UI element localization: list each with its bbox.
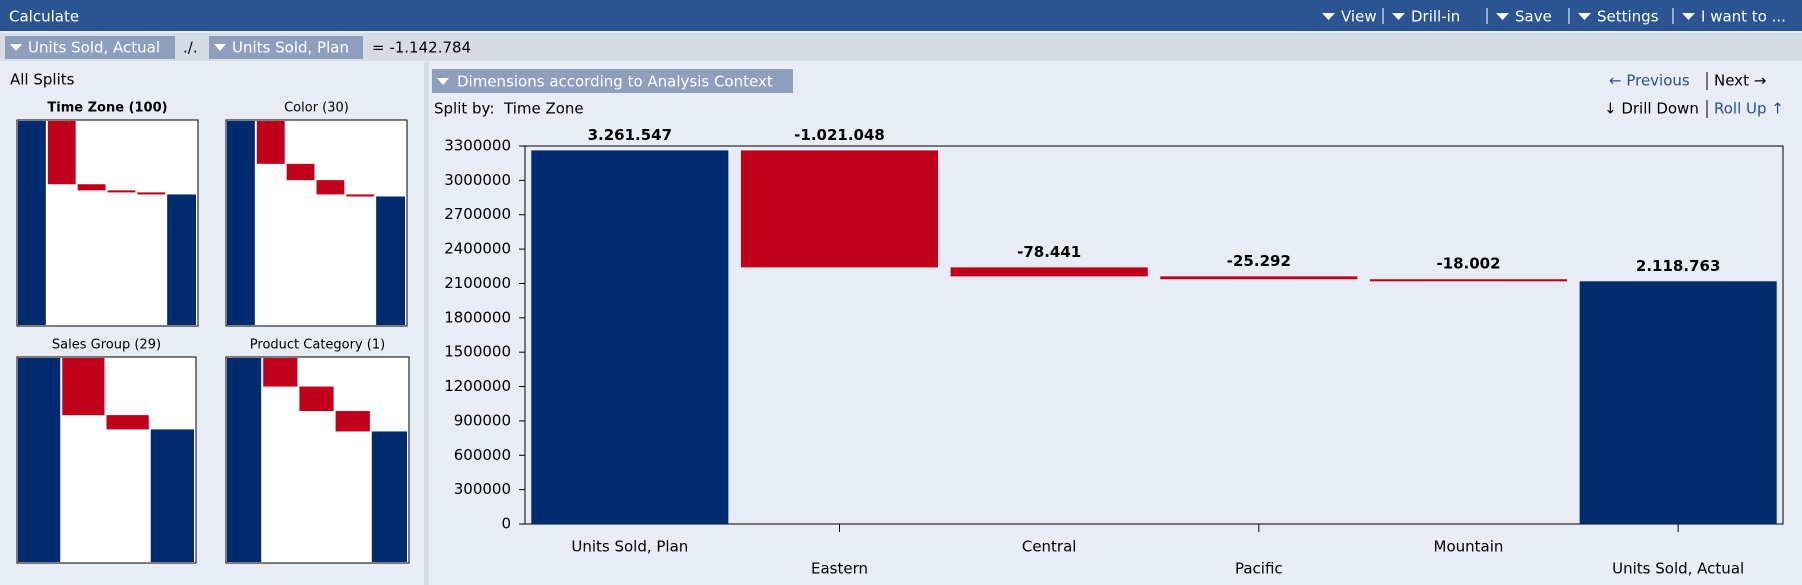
- thumbnail-bar: [77, 184, 106, 191]
- thumbnail-bar: [18, 358, 61, 562]
- thumbnail-bar: [18, 121, 46, 325]
- thumbnail-title[interactable]: Product Category (1): [250, 338, 385, 353]
- split-value: Time Zone: [503, 100, 584, 118]
- menu-item[interactable]: Drill-in: [1411, 8, 1460, 26]
- y-tick-label: 3300000: [444, 137, 511, 155]
- formula-result: = -1.142.784: [372, 39, 471, 57]
- thumbnail-bar: [227, 121, 255, 325]
- y-tick-label: 2100000: [444, 274, 511, 292]
- y-tick-label: 300000: [454, 480, 511, 498]
- x-tick-label: Units Sold, Actual: [1612, 560, 1744, 578]
- value-label: -1.021.048: [794, 126, 885, 144]
- value-label: -25.292: [1227, 252, 1291, 270]
- dropdown-arrow: [1496, 13, 1509, 20]
- thumbnail-bar: [107, 190, 136, 193]
- y-tick-label: 1500000: [444, 343, 511, 361]
- drill-down-link[interactable]: ↓ Drill Down: [1604, 100, 1699, 118]
- y-tick-label: 2400000: [444, 240, 511, 258]
- thumbnail-title[interactable]: Time Zone (100): [47, 101, 167, 116]
- thumbnail-bar: [137, 192, 166, 195]
- thumbnail-bar: [346, 194, 375, 197]
- thumbnail-title[interactable]: Color (30): [284, 101, 349, 116]
- measure-right[interactable]: Units Sold, Plan: [232, 39, 349, 57]
- thumbnail-bar: [316, 180, 345, 195]
- thumbnail-bar: [106, 415, 149, 430]
- thumbnail-bar: [256, 121, 285, 164]
- x-tick-label: Eastern: [811, 560, 868, 578]
- measure-button[interactable]: [5, 36, 175, 59]
- y-tick-label: 3000000: [444, 171, 511, 189]
- thumbnail-bar: [47, 121, 76, 185]
- x-tick-label: Mountain: [1434, 538, 1504, 556]
- x-tick-label: Central: [1022, 538, 1077, 556]
- bar: [1160, 276, 1358, 280]
- menu-item[interactable]: View: [1341, 8, 1377, 26]
- y-tick-label: 900000: [454, 411, 511, 429]
- thumbnail-title[interactable]: Sales Group (29): [52, 338, 161, 353]
- thumbnail-bar: [263, 358, 298, 387]
- previous-link[interactable]: ← Previous: [1609, 72, 1690, 90]
- y-tick-label: 1800000: [444, 308, 511, 326]
- value-label: 2.118.763: [1636, 257, 1720, 275]
- value-label: -18.002: [1436, 255, 1500, 273]
- thumbnail-bar: [227, 358, 262, 562]
- thumbnail-bar: [371, 431, 407, 562]
- thumbnail-bar: [299, 386, 334, 412]
- y-tick-label: 2700000: [444, 205, 511, 223]
- y-tick-label: 0: [501, 515, 511, 533]
- menu-item[interactable]: Settings: [1597, 8, 1659, 26]
- thumbnail-bar: [167, 194, 196, 325]
- bar: [740, 150, 939, 268]
- thumbnail-bar: [335, 411, 370, 432]
- bar: [1579, 281, 1777, 524]
- value-label: 3.261.547: [588, 126, 672, 144]
- thumbnail-bar: [376, 196, 405, 325]
- dropdown-arrow: [437, 78, 449, 85]
- x-tick-label: Pacific: [1235, 560, 1283, 578]
- dropdown-arrow: [1392, 13, 1405, 20]
- measure-button[interactable]: [209, 36, 363, 59]
- operator: ./.: [183, 39, 198, 57]
- dropdown-arrow: [1322, 13, 1335, 20]
- value-label: -78.441: [1017, 243, 1081, 261]
- dropdown-arrow: [1682, 13, 1695, 20]
- plot-area: [524, 145, 1784, 525]
- x-tick-label: Units Sold, Plan: [571, 538, 688, 556]
- thumbnail-bar: [286, 163, 315, 181]
- bar: [531, 150, 729, 525]
- y-tick-label: 600000: [454, 446, 511, 464]
- divider: [424, 62, 429, 585]
- panel-heading-text[interactable]: Dimensions according to Analysis Context: [457, 73, 773, 91]
- dropdown-arrow: [1578, 13, 1591, 20]
- dropdown-arrow: [10, 44, 22, 51]
- bar: [950, 267, 1148, 277]
- menu-item[interactable]: Save: [1515, 8, 1552, 26]
- roll-up-link[interactable]: Roll Up ↑: [1714, 100, 1784, 118]
- thumbnail-bar: [62, 358, 105, 416]
- thumbnail-bar: [150, 429, 194, 562]
- dropdown-arrow: [214, 44, 226, 51]
- y-tick-label: 1200000: [444, 377, 511, 395]
- menu-item[interactable]: I want to ...: [1701, 8, 1786, 26]
- bar: [1369, 279, 1568, 282]
- splits-title: All Splits: [10, 71, 75, 89]
- next-link[interactable]: Next →: [1714, 72, 1766, 90]
- panel-heading[interactable]: [432, 69, 793, 93]
- measure-left[interactable]: Units Sold, Actual: [28, 39, 160, 57]
- split-label: Split by:: [434, 100, 494, 118]
- toolbar-title: Calculate: [9, 8, 79, 26]
